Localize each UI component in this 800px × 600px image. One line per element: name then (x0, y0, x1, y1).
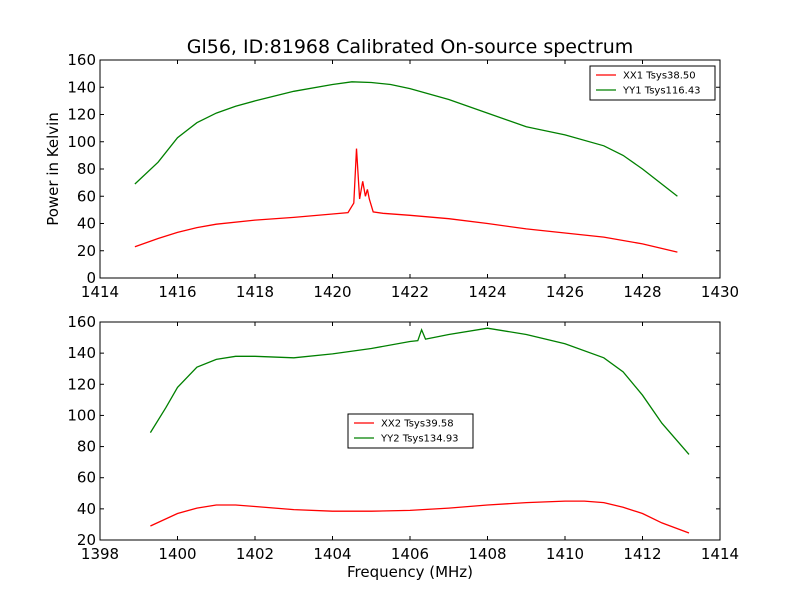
y-tick-label: 120 (67, 375, 96, 393)
legend-box (347, 413, 474, 449)
x-tick-label: 1412 (623, 545, 661, 563)
y-tick-label: 80 (77, 438, 96, 456)
y-tick-label: 100 (67, 406, 96, 424)
series-line-xx1 (134, 148, 678, 253)
x-tick-label: 1414 (701, 545, 739, 563)
legend-entry: YY2 Tsys134.93 (380, 434, 459, 445)
x-tick-label: 1408 (468, 545, 506, 563)
panel-1: 1414 1416 1418 1420 1422 1424 1426 1428 1430 0 20 4… (67, 51, 739, 301)
legend-entry: YY1 Tsys116.43 (622, 86, 701, 97)
y-tick-label: 140 (67, 78, 96, 96)
x-axis-label: Frequency (MHz) (347, 563, 473, 581)
y-tick-label: 20 (77, 531, 96, 549)
x-tick-label: 1426 (546, 283, 584, 301)
x-tick-label: 1400 (158, 545, 196, 563)
x-tick-label: 1398 (81, 545, 119, 563)
y-tick-label: 120 (67, 106, 96, 124)
x-tick-label: 1422 (391, 283, 429, 301)
x-tick-label: 1420 (313, 283, 351, 301)
y-tick-label: 100 (67, 133, 96, 151)
y-tick-label: 140 (67, 344, 96, 362)
x-tick-label: 1406 (391, 545, 429, 563)
panel-2: 1398 1400 1402 1404 1406 1408 1410 1412 1414 20 40… (67, 313, 739, 563)
series-line-xx2 (150, 500, 690, 534)
x-tick-label: 1410 (546, 545, 584, 563)
y-tick-label: 40 (77, 500, 96, 518)
x-tick-label: 1428 (623, 283, 661, 301)
x-tick-label: 1418 (236, 283, 274, 301)
y-tick-label: 60 (77, 469, 96, 487)
y-axis-label: Power in Kelvin (44, 112, 62, 226)
y-tick-label: 60 (77, 187, 96, 205)
x-tick-label: 1430 (701, 283, 739, 301)
y-tick-label: 40 (77, 215, 96, 233)
legend-entry: XX1 Tsys38.50 (623, 71, 696, 82)
legend: XX2 Tsys39.58 YY2 Tsys134.93 (347, 413, 474, 449)
y-tick-label: 20 (77, 242, 96, 260)
y-tick-label: 80 (77, 160, 96, 178)
series-line-yy1 (134, 81, 678, 197)
legend-entry: XX2 Tsys39.58 (381, 419, 454, 430)
series-line-yy2 (149, 327, 690, 455)
x-tick-label: 1414 (81, 283, 119, 301)
legend-box (589, 65, 716, 101)
x-tick-label: 1404 (313, 545, 351, 563)
chart-title: Gl56, ID:81968 Calibrated On-source spec… (187, 36, 634, 58)
y-tick-label: 160 (67, 51, 96, 69)
legend: XX1 Tsys38.50 YY1 Tsys116.43 (589, 65, 716, 101)
y-tick-label: 0 (86, 269, 96, 287)
x-tick-label: 1402 (236, 545, 274, 563)
x-tick-label: 1416 (158, 283, 196, 301)
y-tick-label: 160 (67, 313, 96, 331)
x-tick-label: 1424 (468, 283, 506, 301)
